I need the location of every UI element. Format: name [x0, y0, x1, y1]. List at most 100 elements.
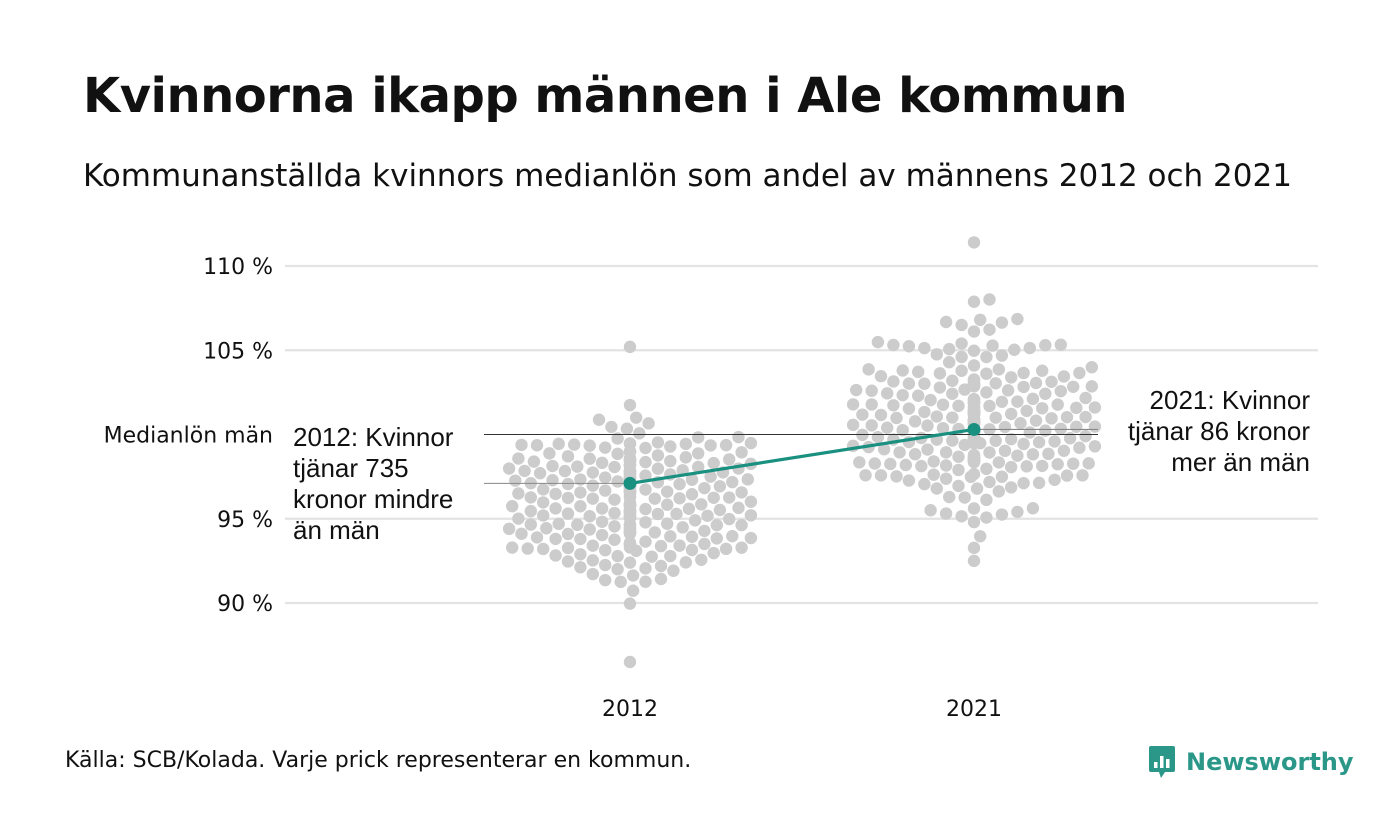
municipality-dot — [614, 575, 627, 589]
municipality-dot — [692, 447, 705, 460]
municipality-dot — [967, 236, 981, 249]
municipality-dot — [887, 338, 900, 352]
municipality-dot — [735, 446, 748, 459]
municipality-dot — [989, 434, 1002, 447]
municipality-dot — [571, 518, 584, 532]
municipality-dot — [626, 584, 640, 597]
municipality-dot — [856, 408, 869, 421]
municipality-dot — [1045, 412, 1058, 425]
municipality-dot — [939, 446, 953, 459]
municipality-dot — [735, 518, 748, 532]
municipality-dot — [927, 455, 940, 468]
municipality-dot — [874, 370, 888, 383]
municipality-dot — [639, 575, 652, 588]
municipality-dot — [679, 437, 692, 451]
municipality-dot — [995, 508, 1009, 521]
municipality-dot — [1088, 440, 1102, 453]
municipality-dot — [549, 502, 562, 515]
municipality-dot — [667, 564, 680, 577]
highlight-layer — [623, 422, 981, 490]
municipality-dot — [846, 398, 860, 411]
municipality-dot — [707, 491, 720, 504]
source-note: Källa: SCB/Kolada. Varje prick represent… — [65, 748, 692, 773]
municipality-dot — [623, 340, 637, 354]
municipality-dot — [623, 655, 637, 669]
municipality-dot — [552, 437, 565, 451]
municipality-dot — [701, 509, 714, 522]
municipality-dot — [546, 459, 559, 473]
municipality-dot — [735, 541, 748, 554]
municipality-dot — [874, 408, 888, 422]
municipality-dot — [1057, 444, 1071, 457]
municipality-dot — [1023, 426, 1036, 439]
municipality-dot — [955, 318, 968, 332]
municipality-dot — [599, 471, 612, 484]
municipality-dot — [623, 556, 637, 569]
municipality-dot — [1023, 341, 1036, 355]
municipality-dot — [967, 295, 981, 308]
x-tick-label: 2012 — [602, 697, 658, 722]
municipality-dot — [865, 398, 878, 411]
municipality-dot — [1073, 441, 1086, 454]
annotation-2021-line: mer än män — [1171, 447, 1310, 477]
municipality-dot — [1082, 457, 1095, 470]
municipality-dot — [639, 502, 652, 516]
municipality-dot — [664, 440, 677, 453]
municipality-dot — [943, 342, 956, 356]
municipality-dot — [595, 515, 609, 528]
municipality-dot — [1048, 473, 1061, 486]
municipality-dot — [685, 530, 699, 543]
newsworthy-logo-icon — [1149, 746, 1175, 778]
municipality-dot — [1026, 392, 1040, 406]
municipality-dot — [1057, 370, 1071, 383]
municipality-dot — [995, 470, 1009, 483]
municipality-dot — [1039, 387, 1052, 400]
municipality-dot — [574, 561, 587, 574]
municipality-dot — [561, 527, 575, 541]
municipality-dot — [908, 448, 922, 461]
municipality-dot — [744, 531, 758, 545]
municipality-dot — [586, 567, 599, 581]
municipality-dot — [967, 373, 981, 386]
municipality-dot — [899, 458, 912, 472]
municipality-dot — [673, 477, 686, 491]
municipality-dot — [524, 504, 537, 518]
municipality-dot — [1020, 460, 1033, 473]
reference-layer — [484, 428, 1098, 484]
municipality-dot — [599, 484, 612, 497]
municipality-dot — [623, 597, 637, 610]
municipality-dot — [1029, 414, 1043, 427]
municipality-dot — [1085, 380, 1099, 393]
municipality-dot — [918, 405, 931, 419]
municipality-dot — [502, 522, 516, 536]
municipality-dot — [989, 377, 1002, 390]
municipality-dot — [608, 506, 621, 520]
municipality-dot — [685, 473, 699, 486]
municipality-dot — [664, 549, 677, 563]
municipality-dot — [502, 462, 516, 475]
municipality-dot — [599, 441, 612, 454]
municipality-dot — [583, 523, 596, 536]
municipality-dot — [723, 453, 736, 466]
municipality-dot — [970, 482, 984, 495]
municipality-dot — [884, 457, 897, 471]
dots-layer — [502, 236, 1102, 669]
municipality-dot — [698, 524, 711, 538]
municipality-dot — [902, 340, 916, 353]
municipality-dot — [896, 423, 909, 437]
municipality-dot — [890, 470, 903, 483]
municipality-dot — [936, 421, 950, 435]
municipality-dot — [1011, 395, 1024, 408]
municipality-dot — [986, 339, 999, 352]
municipality-dot — [933, 367, 947, 380]
municipality-dot — [698, 481, 711, 495]
municipality-dot — [1067, 457, 1080, 470]
municipality-dot — [515, 527, 528, 540]
municipality-dot — [595, 456, 609, 470]
annotation-2012-line: än män — [293, 515, 380, 545]
municipality-dot — [927, 468, 940, 481]
municipality-dot — [744, 495, 758, 508]
municipality-dot — [527, 455, 541, 468]
municipality-dot — [967, 541, 981, 555]
municipality-dot — [673, 539, 686, 552]
